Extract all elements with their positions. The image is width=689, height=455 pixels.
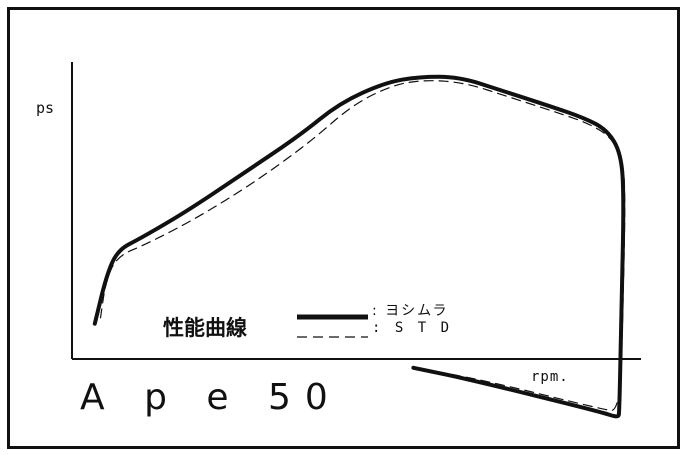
- series-line-yoshimura: [92, 74, 626, 419]
- legend-title: 性能曲線: [163, 316, 247, 340]
- x-axis-label: rpm.: [531, 369, 569, 385]
- y-axis-label: ps: [36, 99, 55, 117]
- chart-frame: [7, 7, 680, 449]
- legend-entry-std: : S T D: [372, 320, 453, 336]
- series-line-std: [99, 80, 626, 412]
- model-name: A p e 50: [80, 377, 342, 418]
- legend-entry-yoshimura: : ヨシムラ: [372, 303, 449, 319]
